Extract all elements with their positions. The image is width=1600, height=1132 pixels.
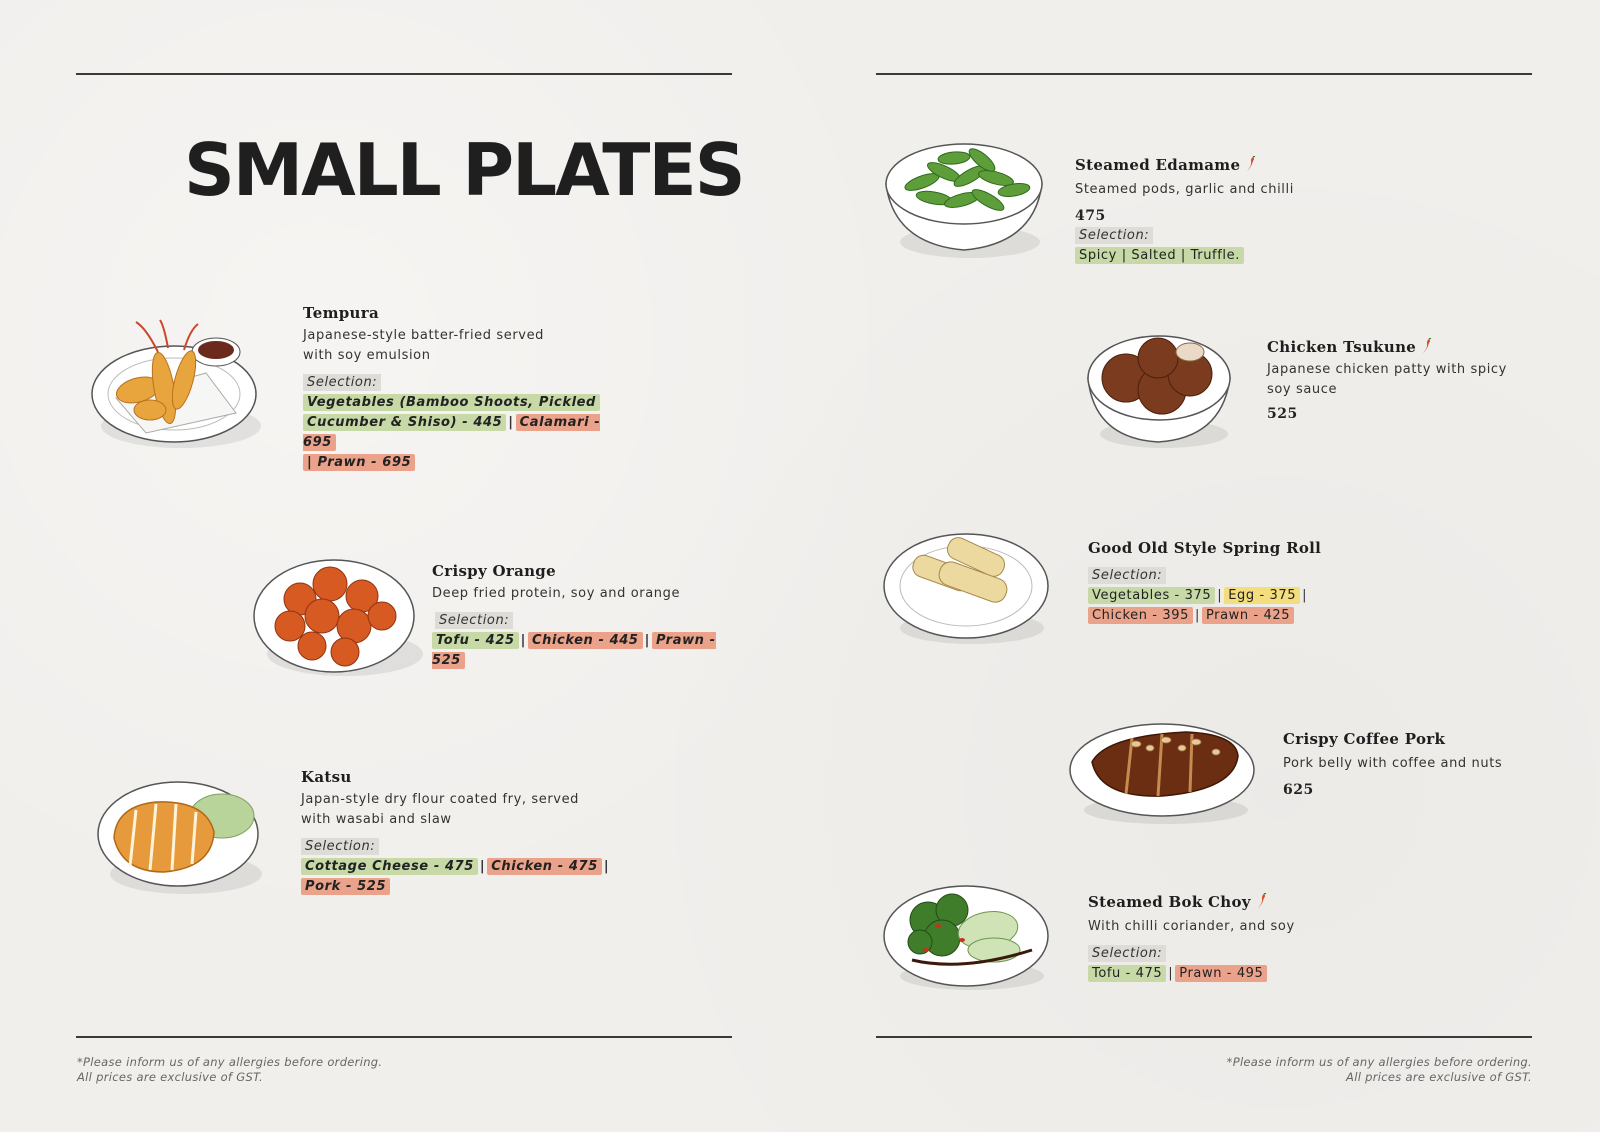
dish-name: Crispy Coffee Pork	[1283, 730, 1446, 748]
option-tofu: Tofu - 475	[1088, 965, 1167, 982]
selection-label: Selection:	[301, 838, 380, 855]
chili-icon	[1247, 156, 1256, 171]
dish-name: Steamed Edamame	[1075, 156, 1375, 174]
option-flavours: Spicy | Salted | Truffle.	[1075, 247, 1244, 264]
dish-name: Good Old Style Spring Roll	[1088, 539, 1322, 557]
selection-label: Selection:	[303, 374, 382, 391]
dish-price: 525	[1267, 406, 1298, 422]
selection-options: Vegetables - 375 | Egg - 375 | Chicken - 39…	[1088, 586, 1388, 626]
bottom-rule-left	[76, 1036, 732, 1038]
dish-description: Pork belly with coffee and nuts	[1283, 756, 1503, 771]
top-rule-left	[76, 73, 732, 75]
option-vegetables: Vegetables - 375	[1088, 587, 1216, 604]
dish-katsu: Katsu Japan-style dry flour coated fry, …	[301, 768, 631, 897]
option-tofu: Tofu - 425	[432, 632, 519, 649]
dish-steamed-bok-choy: Steamed Bok Choy With chilli coriander, …	[1088, 893, 1378, 984]
dish-description: Japan-style dry flour coated fry, served…	[301, 792, 580, 827]
selection-options: Cottage Cheese - 475 | Chicken - 475 | Pork…	[301, 857, 631, 897]
dish-crispy-orange: Crispy Orange Deep fried protein, soy an…	[432, 562, 732, 671]
dish-spring-roll: Good Old Style Spring Roll Selection: Ve…	[1088, 539, 1388, 626]
dish-name: Tempura	[303, 304, 379, 322]
footer-note-left: *Please inform us of any allergies befor…	[77, 1055, 383, 1084]
dish-tempura: Tempura Japanese-style batter-fried serv…	[303, 304, 623, 473]
dish-chicken-tsukune: Chicken Tsukune Japanese chicken patty w…	[1267, 338, 1557, 422]
dish-price: 625	[1283, 782, 1314, 798]
footer-note-right: *Please inform us of any allergies befor…	[1226, 1055, 1532, 1084]
dish-name: Chicken Tsukune	[1267, 338, 1557, 356]
selection-options: Vegetables (Bamboo Shoots, Pickled Cucum…	[303, 394, 601, 471]
chili-icon	[1257, 893, 1267, 908]
dish-description: Japanese chicken patty with spicy soy sa…	[1267, 362, 1507, 397]
dish-description: Steamed pods, garlic and chilli	[1075, 182, 1294, 197]
dish-name: Katsu	[301, 768, 352, 786]
crispy-orange-image	[253, 559, 423, 676]
option-vegetables: Vegetables (Bamboo Shoots, Pickled	[303, 394, 600, 411]
option-chicken: Chicken - 395	[1088, 607, 1193, 624]
dish-price: 475	[1075, 208, 1106, 224]
selection-label: Selection:	[1088, 945, 1167, 962]
option-vegetables-price: Cucumber & Shiso) - 445	[303, 414, 507, 431]
dish-steamed-edamame: Steamed Edamame Steamed pods, garlic and…	[1075, 156, 1375, 266]
selection-options: Tofu - 425 | Chicken - 445 | Prawn - 525	[432, 632, 716, 669]
option-prawn: Prawn - 495	[1175, 965, 1268, 982]
dish-description: Japanese-style batter-fried served with …	[303, 328, 545, 363]
top-rule-right	[876, 73, 1532, 75]
dish-crispy-coffee-pork: Crispy Coffee Pork Pork belly with coffe…	[1283, 730, 1563, 798]
dish-description: Deep fried protein, soy and orange	[432, 586, 681, 601]
selection-label: Selection:	[1075, 227, 1154, 244]
selection-label: Selection:	[1088, 567, 1167, 584]
spring-roll-image	[883, 533, 1049, 644]
option-chicken: Chicken - 445	[527, 632, 643, 649]
dish-name: Steamed Bok Choy	[1088, 893, 1378, 911]
option-pork: Pork - 525	[301, 878, 391, 895]
option-chicken: Chicken - 475	[487, 858, 602, 875]
selection-options: Spicy | Salted | Truffle.	[1075, 246, 1375, 266]
katsu-image	[97, 781, 262, 894]
coffee-pork-image	[1069, 723, 1255, 824]
dish-description: With chilli coriander, and soy	[1088, 919, 1295, 934]
chili-icon	[1423, 338, 1432, 353]
selection-options: Tofu - 475 | Prawn - 495	[1088, 964, 1378, 984]
bottom-rule-right	[876, 1036, 1532, 1038]
dish-name: Crispy Orange	[432, 562, 556, 580]
page-title: SMALL PLATES	[184, 128, 746, 212]
edamame-image	[885, 143, 1043, 258]
bok-choy-image	[883, 885, 1049, 990]
option-cottage-cheese: Cottage Cheese - 475	[301, 858, 478, 875]
tempura-image	[91, 319, 261, 448]
option-prawn: Prawn - 425	[1201, 607, 1295, 624]
selection-label: Selection:	[435, 612, 514, 629]
tsukune-image	[1087, 335, 1231, 448]
option-prawn: | Prawn - 695	[303, 454, 416, 471]
option-egg: Egg - 375	[1224, 587, 1301, 604]
